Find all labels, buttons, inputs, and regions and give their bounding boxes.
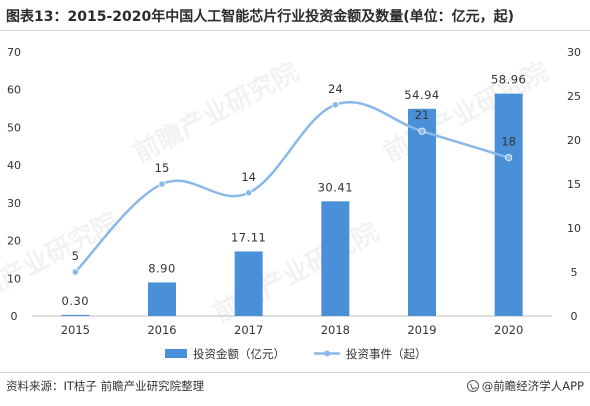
bar-2017 bbox=[234, 251, 263, 316]
right-tick-label: 10 bbox=[567, 222, 581, 235]
bar-series bbox=[61, 93, 523, 316]
line-label-2019: 21 bbox=[415, 108, 430, 122]
source-note: 资料来源：IT桔子 前瞻产业研究院整理 bbox=[6, 379, 205, 393]
left-tick-label: 60 bbox=[7, 84, 21, 97]
x-tick-label: 2019 bbox=[407, 323, 436, 337]
bar-data-labels: 0.30 8.90 17.11 30.41 54.94 58.96 bbox=[62, 73, 526, 308]
bar-label-2018: 30.41 bbox=[318, 180, 353, 194]
line-label-2016: 15 bbox=[155, 161, 170, 175]
x-tick-label: 2020 bbox=[494, 323, 523, 337]
right-tick-label: 30 bbox=[567, 46, 581, 59]
left-tick-label: 70 bbox=[7, 46, 21, 59]
left-tick-label: 50 bbox=[7, 121, 21, 134]
chart-title: 图表13：2015-2020年中国人工智能芯片行业投资金额及数量(单位：亿元，起… bbox=[6, 9, 515, 25]
line-series bbox=[71, 101, 513, 276]
bar-label-2015: 0.30 bbox=[62, 294, 90, 308]
bar-2015 bbox=[61, 314, 90, 316]
bar-2019 bbox=[408, 108, 436, 316]
legend-line-marker bbox=[324, 350, 330, 357]
footer-divider bbox=[0, 372, 590, 373]
right-tick-label: 25 bbox=[567, 90, 581, 103]
left-tick-label: 0 bbox=[11, 310, 18, 323]
right-tick-label: 5 bbox=[571, 266, 578, 279]
line-label-2015: 5 bbox=[72, 249, 79, 263]
x-tick-label: 2017 bbox=[234, 323, 263, 337]
brand-credit: @前瞻经济学人APP bbox=[466, 378, 584, 394]
watermark-text: 前瞻产业研究院 bbox=[128, 56, 303, 169]
bar-label-2020: 58.96 bbox=[491, 73, 526, 87]
legend: 投资金额（亿元） 投资事件（起） bbox=[165, 347, 427, 361]
x-tick-label: 2016 bbox=[147, 323, 176, 337]
line-point-2015 bbox=[71, 268, 79, 276]
x-tick-label: 2018 bbox=[321, 323, 350, 337]
watermark-text: 前瞻产业研究院 bbox=[378, 56, 553, 169]
right-axis-ticks: 0 5 10 15 20 25 30 bbox=[567, 46, 581, 323]
line-label-2020: 18 bbox=[501, 135, 516, 149]
left-tick-label: 10 bbox=[7, 272, 21, 285]
bar-2016 bbox=[148, 282, 176, 316]
line-data-labels: 5 15 14 24 21 18 bbox=[72, 82, 516, 263]
brand-text: @前瞻经济学人APP bbox=[481, 379, 584, 393]
line-label-2017: 14 bbox=[241, 170, 256, 184]
brand-logo-icon bbox=[466, 380, 479, 392]
left-axis-ticks: 0 10 20 30 40 50 60 70 bbox=[7, 46, 21, 323]
bar-label-2019: 54.94 bbox=[404, 88, 439, 102]
line-label-2018: 24 bbox=[328, 82, 343, 96]
left-tick-label: 40 bbox=[7, 159, 21, 172]
line-point-2018 bbox=[331, 101, 339, 109]
bar-label-2016: 8.90 bbox=[148, 261, 176, 275]
legend-bar-swatch bbox=[165, 349, 187, 358]
legend-line-label: 投资事件（起） bbox=[346, 347, 427, 361]
line-point-2017 bbox=[245, 189, 253, 197]
x-axis-tick-labels: 2015 2016 2017 2018 2019 2020 bbox=[61, 323, 524, 337]
x-tick-label: 2015 bbox=[61, 323, 90, 337]
bar-2018 bbox=[321, 201, 350, 316]
line-point-2020 bbox=[505, 154, 513, 162]
title-divider bbox=[0, 30, 590, 31]
right-tick-label: 0 bbox=[571, 310, 578, 323]
line-point-2016 bbox=[158, 180, 166, 188]
legend-bar-label: 投资金额（亿元） bbox=[193, 347, 285, 361]
right-tick-label: 15 bbox=[567, 178, 581, 191]
left-tick-label: 30 bbox=[7, 197, 21, 210]
bar-2020 bbox=[494, 93, 523, 316]
line-point-2019 bbox=[418, 127, 426, 135]
right-tick-label: 20 bbox=[567, 134, 581, 147]
bar-label-2017: 17.11 bbox=[231, 230, 266, 244]
left-tick-label: 20 bbox=[7, 235, 21, 248]
